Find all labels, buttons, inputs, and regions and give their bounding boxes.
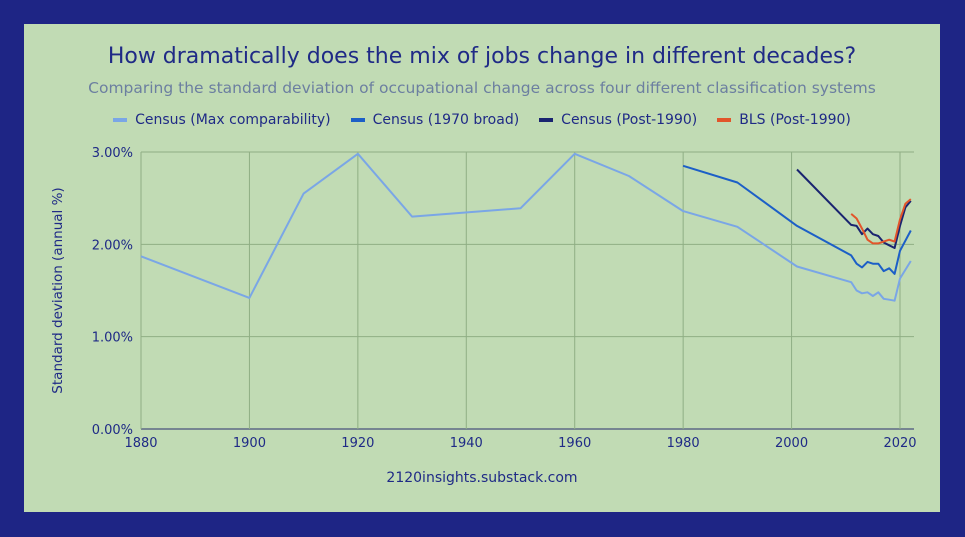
y-tick-label: 0.00% [92, 423, 133, 438]
x-tick-label: 1960 [558, 436, 591, 451]
x-tick-label: 1940 [450, 436, 483, 451]
x-tick-label: 2000 [775, 436, 808, 451]
series-line [796, 168, 912, 249]
y-tick-label: 1.00% [92, 331, 133, 346]
legend-swatch [113, 118, 128, 122]
legend-swatch [350, 118, 365, 122]
y-axis-ticks: 0.00% 1.00% 2.00% 3.00% [92, 146, 133, 438]
legend-label: Census (Post-1990) [561, 112, 698, 128]
chart-panel: How dramatically does the mix of jobs ch… [24, 24, 940, 512]
legend-label: Census (Max comparability) [135, 112, 331, 128]
x-tick-label: 2020 [883, 436, 916, 451]
chart-subtitle: Comparing the standard deviation of occu… [88, 79, 876, 97]
x-tick-label: 1900 [233, 436, 266, 451]
line-chart: 1880 1900 1920 1940 1960 1980 2000 2020 0.00% 1.… [50, 146, 917, 451]
legend-item: Census (Post-1990) [539, 112, 697, 128]
legend-item: Census (1970 broad) [350, 112, 520, 128]
series-lines [140, 152, 912, 302]
legend-swatch [539, 118, 554, 122]
x-tick-label: 1880 [124, 436, 157, 451]
grid [140, 151, 914, 430]
legend-swatch [717, 118, 732, 122]
legend-item: Census (Max comparability) [113, 112, 331, 128]
series-line [850, 198, 912, 245]
y-tick-label: 3.00% [92, 146, 133, 161]
x-tick-label: 1920 [341, 436, 374, 451]
x-axis-ticks: 1880 1900 1920 1940 1960 1980 2000 2020 [124, 436, 916, 451]
series-line [140, 152, 912, 302]
source-credit: 2120insights.substack.com [386, 470, 578, 486]
legend-label: BLS (Post-1990) [739, 112, 851, 128]
series-line [682, 164, 912, 275]
y-tick-label: 2.00% [92, 238, 133, 253]
legend-item: BLS (Post-1990) [717, 112, 851, 128]
legend: Census (Max comparability) Census (1970 … [24, 112, 940, 128]
y-axis-label: Standard deviation (annual %) [50, 187, 66, 393]
legend-label: Census (1970 broad) [372, 112, 520, 128]
x-tick-label: 1980 [667, 436, 700, 451]
chart-title: How dramatically does the mix of jobs ch… [107, 44, 857, 69]
